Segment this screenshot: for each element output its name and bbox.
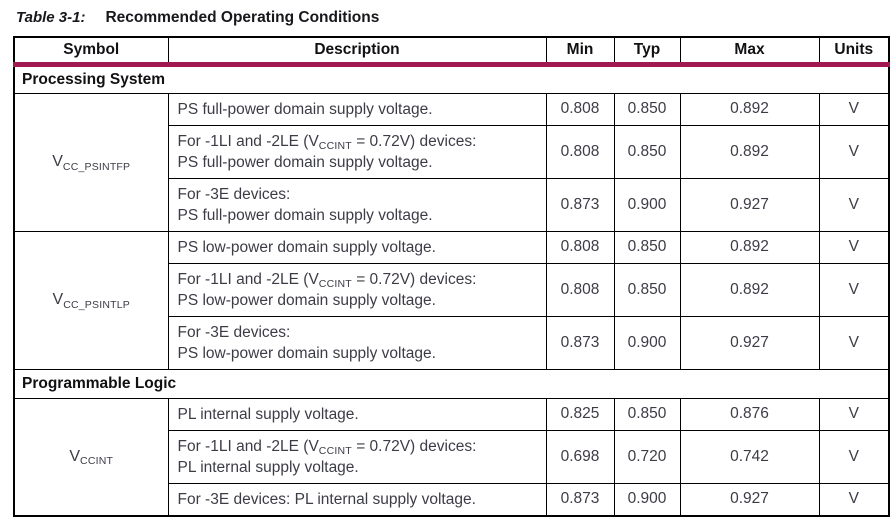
- table-row: For -1LI and -2LE (VCCINT = 0.72V) devic…: [14, 124, 890, 179]
- table-row: For -3E devices: PL internal supply volt…: [14, 482, 890, 516]
- table-row: For -3E devices: PS full-power domain sup…: [14, 177, 890, 232]
- max-value: 0.742: [679, 429, 820, 484]
- table-title-label: Table 3-1:: [16, 9, 86, 26]
- typ-value: 0.900: [613, 315, 681, 370]
- max-value: 0.927: [679, 482, 820, 516]
- description-cell: For -3E devices: PL internal supply volt…: [167, 482, 547, 516]
- typ-value: 0.900: [613, 482, 681, 516]
- typ-value: 0.850: [613, 230, 681, 264]
- min-value: 0.873: [545, 177, 615, 232]
- units-value: V: [818, 262, 890, 317]
- units-value: V: [818, 124, 890, 179]
- typ-value: 0.850: [613, 92, 681, 126]
- units-value: V: [818, 315, 890, 370]
- max-value: 0.876: [679, 397, 820, 431]
- max-value: 0.892: [679, 92, 820, 126]
- min-value: 0.873: [545, 315, 615, 370]
- table-row: VCCINT PL internal supply voltage. 0.825 0.…: [13, 397, 890, 516]
- operating-conditions-table: Symbol Description Min Typ Max Units Processi…: [13, 36, 890, 517]
- table-row: VCC_PSINTFP PS full-power domain supply v…: [13, 92, 890, 232]
- description-cell: PS full-power domain supply voltage.: [167, 92, 547, 126]
- units-value: V: [818, 92, 890, 126]
- symbol-base: V: [52, 291, 64, 308]
- col-header-min: Min: [545, 36, 615, 67]
- typ-value: 0.720: [613, 429, 681, 484]
- table-row: For -1LI and -2LE (VCCINT = 0.72V) devic…: [14, 429, 890, 484]
- units-value: V: [818, 429, 890, 484]
- max-value: 0.927: [679, 177, 820, 232]
- section-header: Processing System: [13, 63, 890, 94]
- col-header-symbol: Symbol: [13, 36, 169, 67]
- table-row: VCC_PSINTLP PS low-power domain supply vo…: [13, 230, 890, 370]
- typ-value: 0.850: [613, 124, 681, 179]
- symbol-cell: VCCINT: [13, 397, 169, 516]
- subscript-text: CCINT: [318, 278, 352, 290]
- col-header-description: Description: [167, 36, 547, 67]
- table-header-row: Symbol Description Min Typ Max Units: [13, 36, 890, 67]
- section-row: Processing System: [13, 63, 890, 94]
- typ-value: 0.900: [613, 177, 681, 232]
- min-value: 0.808: [545, 124, 615, 179]
- description-cell: For -1LI and -2LE (VCCINT = 0.72V) devic…: [167, 429, 547, 484]
- table-row: For -3E devices: PS low-power domain supp…: [14, 315, 890, 370]
- symbol-base: V: [52, 153, 63, 170]
- subscript-text: CCINT: [318, 445, 352, 457]
- description-cell: For -1LI and -2LE (VCCINT = 0.72V) devic…: [167, 124, 547, 179]
- symbol-subscript: CC_PSINTFP: [62, 160, 131, 173]
- table-row: For -1LI and -2LE (VCCINT = 0.72V) devic…: [14, 262, 890, 317]
- max-value: 0.927: [679, 315, 820, 370]
- typ-value: 0.850: [613, 262, 681, 317]
- units-value: V: [818, 397, 890, 431]
- min-value: 0.808: [545, 262, 615, 317]
- min-value: 0.873: [545, 482, 615, 516]
- section-row: Programmable Logic: [13, 368, 890, 399]
- typ-value: 0.850: [613, 397, 681, 431]
- description-cell: PS low-power domain supply voltage.: [167, 230, 547, 264]
- symbol-subscript: CCINT: [80, 455, 114, 467]
- max-value: 0.892: [679, 230, 820, 264]
- symbol-cell: VCC_PSINTFP: [13, 92, 169, 232]
- col-header-typ: Typ: [613, 36, 681, 67]
- symbol-subscript: CC_PSINTLP: [63, 298, 130, 311]
- description-cell: PL internal supply voltage.: [167, 397, 547, 431]
- table-title-text: Recommended Operating Conditions: [105, 9, 380, 26]
- table-title: Table 3-1: Recommended Operating Conditio…: [16, 9, 892, 27]
- table-header: Symbol Description Min Typ Max Units: [13, 36, 890, 67]
- col-header-units: Units: [818, 36, 890, 67]
- min-value: 0.808: [545, 92, 615, 126]
- max-value: 0.892: [679, 124, 820, 179]
- description-cell: For -3E devices: PS full-power domain sup…: [167, 177, 547, 232]
- description-cell: For -3E devices: PS low-power domain supp…: [167, 315, 547, 370]
- symbol-cell: VCC_PSINTLP: [13, 230, 169, 370]
- description-cell: For -1LI and -2LE (VCCINT = 0.72V) devic…: [167, 262, 547, 317]
- units-value: V: [818, 230, 890, 264]
- units-value: V: [818, 482, 890, 516]
- min-value: 0.698: [545, 429, 615, 484]
- symbol-base: V: [69, 447, 81, 465]
- section-header: Programmable Logic: [13, 368, 890, 399]
- max-value: 0.892: [679, 262, 820, 317]
- col-header-max: Max: [679, 36, 820, 67]
- units-value: V: [818, 177, 890, 232]
- subscript-text: CCINT: [318, 140, 352, 152]
- min-value: 0.808: [545, 230, 615, 264]
- min-value: 0.825: [545, 397, 615, 431]
- table-body: Processing System VCC_PSINTFP PS full-powe…: [13, 63, 890, 516]
